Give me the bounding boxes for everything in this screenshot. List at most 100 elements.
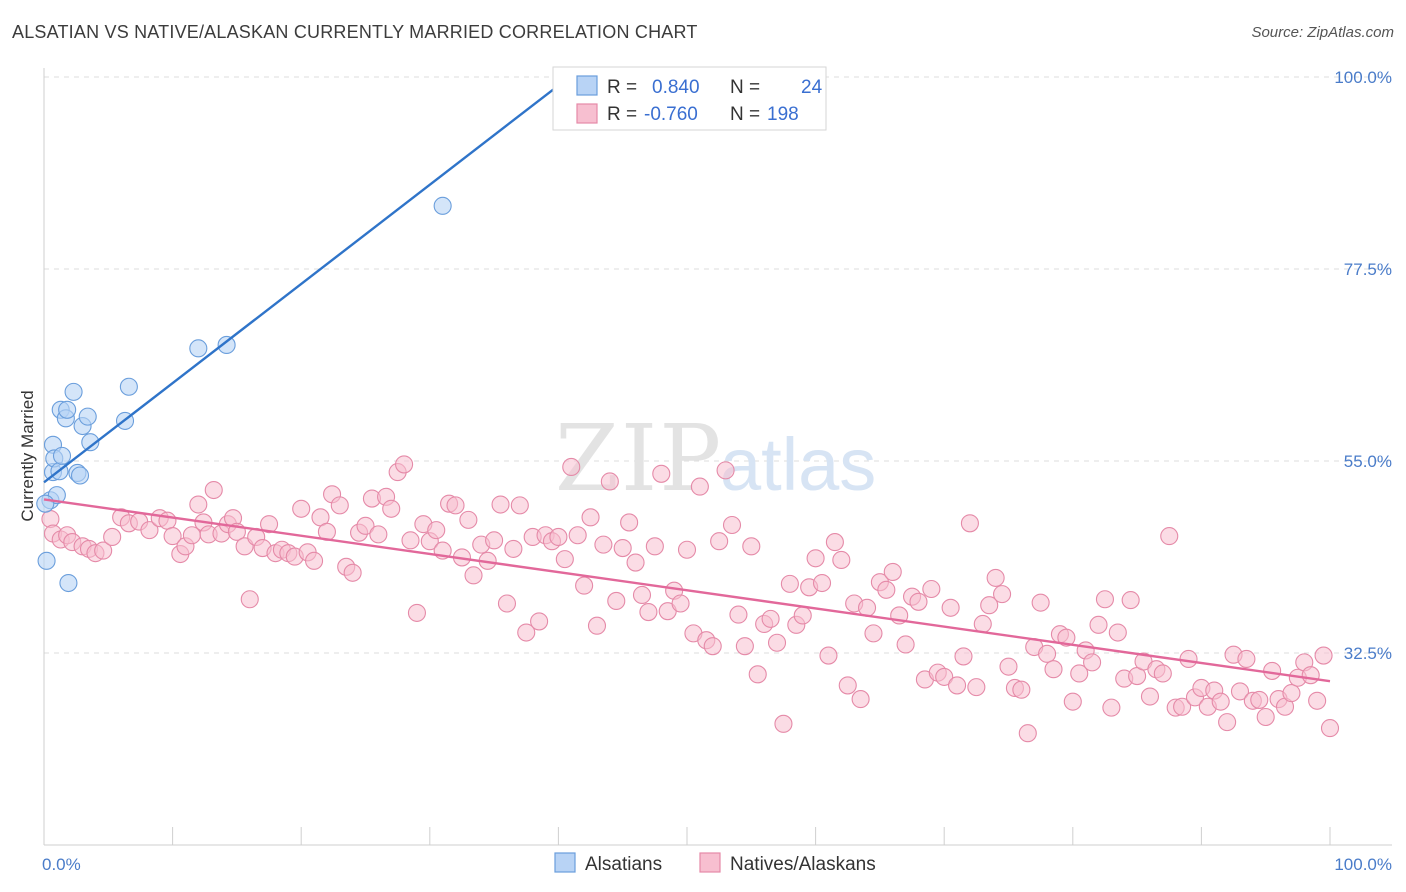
natives-point-103 bbox=[716, 461, 735, 480]
natives-point-119 bbox=[819, 646, 838, 665]
alsatians-point-7 bbox=[52, 446, 72, 465]
natives-point-144 bbox=[980, 596, 999, 615]
natives-point-175 bbox=[1179, 649, 1198, 669]
natives-point-87 bbox=[613, 538, 632, 558]
natives-point-146 bbox=[993, 585, 1012, 604]
watermark-atlas: atlas bbox=[720, 423, 876, 506]
alsatians-point-22 bbox=[433, 196, 452, 215]
natives-point-131 bbox=[896, 635, 915, 654]
natives-point-71 bbox=[510, 496, 529, 515]
natives-point-196 bbox=[1314, 646, 1333, 665]
natives-point-166 bbox=[1121, 591, 1140, 610]
natives-point-157 bbox=[1063, 692, 1082, 711]
natives-point-124 bbox=[851, 690, 870, 709]
alsatians-point-0 bbox=[37, 551, 56, 570]
natives-point-186 bbox=[1250, 690, 1269, 709]
natives-point-154 bbox=[1044, 660, 1063, 679]
natives-point-118 bbox=[812, 573, 832, 593]
natives-point-138 bbox=[941, 598, 960, 617]
natives-point-81 bbox=[575, 576, 594, 595]
natives-point-126 bbox=[864, 624, 883, 643]
natives-point-171 bbox=[1153, 664, 1172, 683]
natives-point-141 bbox=[960, 514, 979, 533]
natives-point-74 bbox=[530, 612, 549, 631]
natives-point-55 bbox=[407, 603, 426, 622]
natives-point-84 bbox=[594, 535, 613, 554]
natives-point-29 bbox=[240, 590, 259, 609]
natives-point-90 bbox=[632, 585, 652, 605]
natives-point-117 bbox=[806, 549, 825, 568]
natives-point-187 bbox=[1256, 707, 1275, 727]
natives-point-162 bbox=[1095, 590, 1114, 609]
natives-point-78 bbox=[555, 550, 574, 569]
bottom-legend-swatch-alsatians bbox=[554, 852, 576, 873]
natives-point-111 bbox=[767, 633, 787, 652]
legend-r-label-2: R = bbox=[607, 104, 637, 125]
y-tick-labels: 32.5% 55.0% 77.5% 100.0% bbox=[1334, 68, 1392, 663]
natives-point-153 bbox=[1038, 644, 1057, 663]
natives-point-61 bbox=[446, 496, 465, 515]
natives-point-64 bbox=[464, 566, 483, 585]
natives-point-161 bbox=[1089, 615, 1108, 634]
natives-point-91 bbox=[639, 602, 658, 622]
natives-point-16 bbox=[163, 527, 182, 546]
bottom-legend-swatch-natives bbox=[699, 852, 721, 873]
legend-n-value-2: 198 bbox=[767, 104, 799, 125]
natives-point-197 bbox=[1320, 719, 1340, 738]
natives-point-140 bbox=[954, 647, 973, 666]
alsatians-point-20 bbox=[189, 339, 208, 358]
natives-point-120 bbox=[825, 533, 844, 552]
natives-point-37 bbox=[292, 499, 311, 518]
legend-n-label-2: N = bbox=[730, 104, 760, 125]
natives-point-88 bbox=[620, 513, 639, 532]
alsatians-point-23 bbox=[36, 494, 55, 513]
natives-point-128 bbox=[877, 580, 896, 599]
natives-point-172 bbox=[1160, 527, 1179, 546]
bottom-legend-natives: Natives/Alaskans bbox=[730, 854, 876, 875]
natives-point-191 bbox=[1282, 684, 1301, 703]
natives-point-80 bbox=[568, 526, 587, 545]
natives-point-54 bbox=[401, 531, 420, 550]
natives-point-99 bbox=[690, 477, 709, 496]
y-tick-label-3: 100.0% bbox=[1334, 68, 1392, 87]
alsatians-trend-line bbox=[43, 84, 560, 484]
legend-r-label-1: R = bbox=[607, 77, 637, 98]
natives-point-164 bbox=[1108, 623, 1127, 642]
bottom-legend-alsatians: Alsatians bbox=[585, 854, 662, 875]
x-tick-labels: 0.0% 100.0% bbox=[42, 855, 1392, 874]
x-tick-label-1: 100.0% bbox=[1334, 855, 1392, 874]
natives-trend-line bbox=[43, 498, 1331, 683]
natives-point-93 bbox=[652, 464, 671, 483]
legend-n-label-1: N = bbox=[730, 77, 760, 98]
natives-point-89 bbox=[626, 553, 645, 572]
natives-point-139 bbox=[948, 676, 967, 695]
natives-point-96 bbox=[671, 594, 690, 613]
natives-point-51 bbox=[382, 499, 401, 518]
alsatians-point-17 bbox=[59, 573, 78, 593]
alsatians-point-10 bbox=[58, 400, 77, 419]
natives-point-107 bbox=[742, 537, 761, 556]
legend-swatch-natives bbox=[576, 103, 598, 124]
natives-point-102 bbox=[710, 532, 729, 551]
natives-point-152 bbox=[1031, 593, 1050, 612]
natives-point-101 bbox=[703, 637, 722, 656]
alsatians-point-13 bbox=[70, 466, 90, 485]
natives-point-184 bbox=[1237, 649, 1256, 669]
natives-point-72 bbox=[517, 623, 536, 642]
natives-point-23 bbox=[204, 480, 223, 500]
natives-point-86 bbox=[607, 591, 626, 610]
alsatians-point-21 bbox=[217, 335, 236, 354]
alsatians-point-16 bbox=[81, 433, 100, 452]
natives-point-13 bbox=[140, 521, 159, 540]
natives-point-149 bbox=[1012, 680, 1031, 699]
natives-point-108 bbox=[748, 665, 767, 684]
natives-point-156 bbox=[1057, 628, 1076, 647]
legend-r-value-1: 0.840 bbox=[652, 77, 700, 98]
legend-r-value-2: -0.760 bbox=[644, 104, 698, 125]
natives-point-20 bbox=[189, 495, 208, 514]
natives-alaskans-points bbox=[41, 455, 1340, 743]
legend-n-value-1: 24 bbox=[801, 77, 823, 98]
natives-point-85 bbox=[600, 472, 619, 491]
natives-point-63 bbox=[459, 510, 478, 529]
